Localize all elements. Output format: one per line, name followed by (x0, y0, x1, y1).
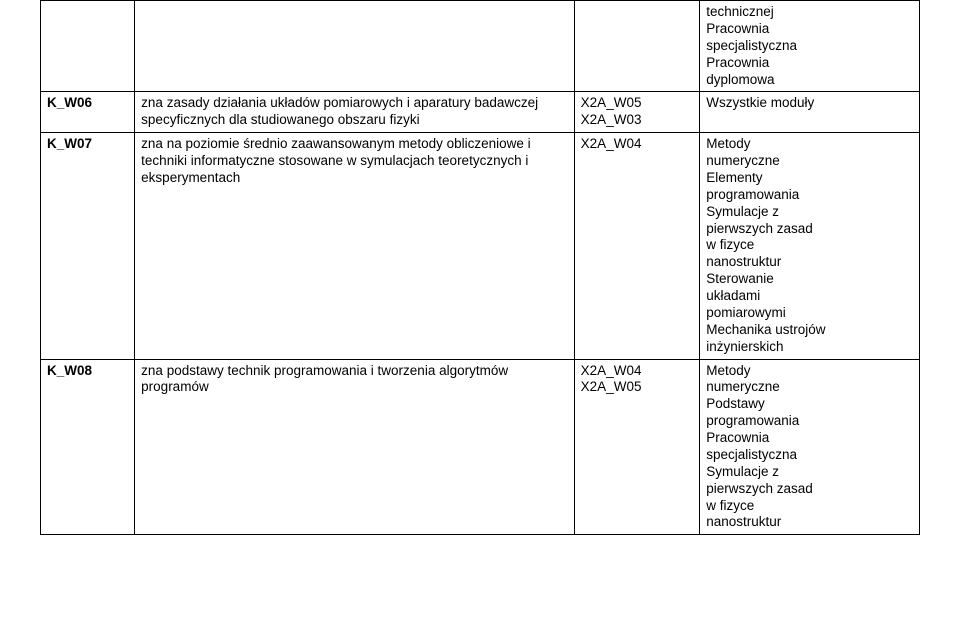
table-row: K_W06 zna zasady działania układów pomia… (41, 92, 920, 133)
table-row: K_W08 zna podstawy technik programowania… (41, 359, 920, 535)
desc-text: zna podstawy technik programowania i two… (141, 363, 508, 395)
ref-text: X2A_W05 X2A_W03 (581, 95, 642, 127)
outcomes-table: technicznej Pracownia specjalistyczna Pr… (40, 0, 920, 535)
cell-desc: zna na poziomie średnio zaawansowanym me… (135, 133, 575, 359)
cell-desc: zna podstawy technik programowania i two… (135, 359, 575, 535)
code-text: K_W07 (47, 136, 92, 151)
cell-mod: Metody numeryczne Elementy programowania… (700, 133, 920, 359)
desc-text: zna zasady działania układów pomiarowych… (141, 95, 538, 127)
desc-text: zna na poziomie średnio zaawansowanym me… (141, 136, 530, 185)
cell-mod: Wszystkie moduły (700, 92, 920, 133)
cell-code (41, 1, 135, 92)
cell-code: K_W06 (41, 92, 135, 133)
cell-ref (574, 1, 700, 92)
mod-text: Wszystkie moduły (706, 95, 814, 110)
cell-desc (135, 1, 575, 92)
cell-code: K_W07 (41, 133, 135, 359)
table-row: technicznej Pracownia specjalistyczna Pr… (41, 1, 920, 92)
page: technicznej Pracownia specjalistyczna Pr… (0, 0, 960, 623)
cell-ref: X2A_W04 (574, 133, 700, 359)
cell-ref: X2A_W04 X2A_W05 (574, 359, 700, 535)
mod-text: technicznej Pracownia specjalistyczna Pr… (706, 4, 797, 87)
mod-text: Metody numeryczne Podstawy programowania… (706, 363, 813, 530)
ref-text: X2A_W04 X2A_W05 (581, 363, 642, 395)
code-text: K_W06 (47, 95, 92, 110)
cell-desc: zna zasady działania układów pomiarowych… (135, 92, 575, 133)
cell-mod: technicznej Pracownia specjalistyczna Pr… (700, 1, 920, 92)
ref-text: X2A_W04 (581, 136, 642, 151)
cell-code: K_W08 (41, 359, 135, 535)
mod-text: Metody numeryczne Elementy programowania… (706, 136, 825, 354)
code-text: K_W08 (47, 363, 92, 378)
table-row: K_W07 zna na poziomie średnio zaawansowa… (41, 133, 920, 359)
cell-ref: X2A_W05 X2A_W03 (574, 92, 700, 133)
cell-mod: Metody numeryczne Podstawy programowania… (700, 359, 920, 535)
